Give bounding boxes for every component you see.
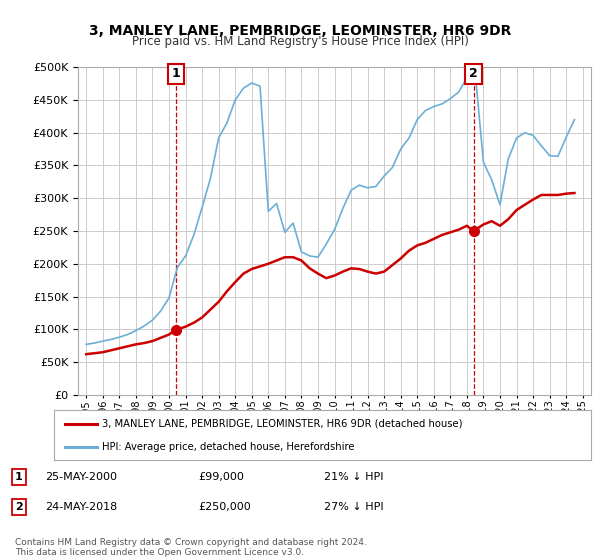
Text: 24-MAY-2018: 24-MAY-2018: [45, 502, 117, 512]
Text: 2: 2: [15, 502, 23, 512]
Text: 3, MANLEY LANE, PEMBRIDGE, LEOMINSTER, HR6 9DR: 3, MANLEY LANE, PEMBRIDGE, LEOMINSTER, H…: [89, 24, 511, 38]
Text: 2: 2: [469, 67, 478, 80]
Text: Contains HM Land Registry data © Crown copyright and database right 2024.
This d: Contains HM Land Registry data © Crown c…: [15, 538, 367, 557]
Text: HPI: Average price, detached house, Herefordshire: HPI: Average price, detached house, Here…: [103, 442, 355, 452]
Text: 21% ↓ HPI: 21% ↓ HPI: [324, 472, 383, 482]
Text: 1: 1: [171, 67, 180, 80]
Text: 25-MAY-2000: 25-MAY-2000: [45, 472, 117, 482]
Text: Price paid vs. HM Land Registry's House Price Index (HPI): Price paid vs. HM Land Registry's House …: [131, 35, 469, 48]
Text: 27% ↓ HPI: 27% ↓ HPI: [324, 502, 383, 512]
Text: £250,000: £250,000: [198, 502, 251, 512]
Text: £99,000: £99,000: [198, 472, 244, 482]
Text: 1: 1: [15, 472, 23, 482]
Text: 3, MANLEY LANE, PEMBRIDGE, LEOMINSTER, HR6 9DR (detached house): 3, MANLEY LANE, PEMBRIDGE, LEOMINSTER, H…: [103, 418, 463, 428]
